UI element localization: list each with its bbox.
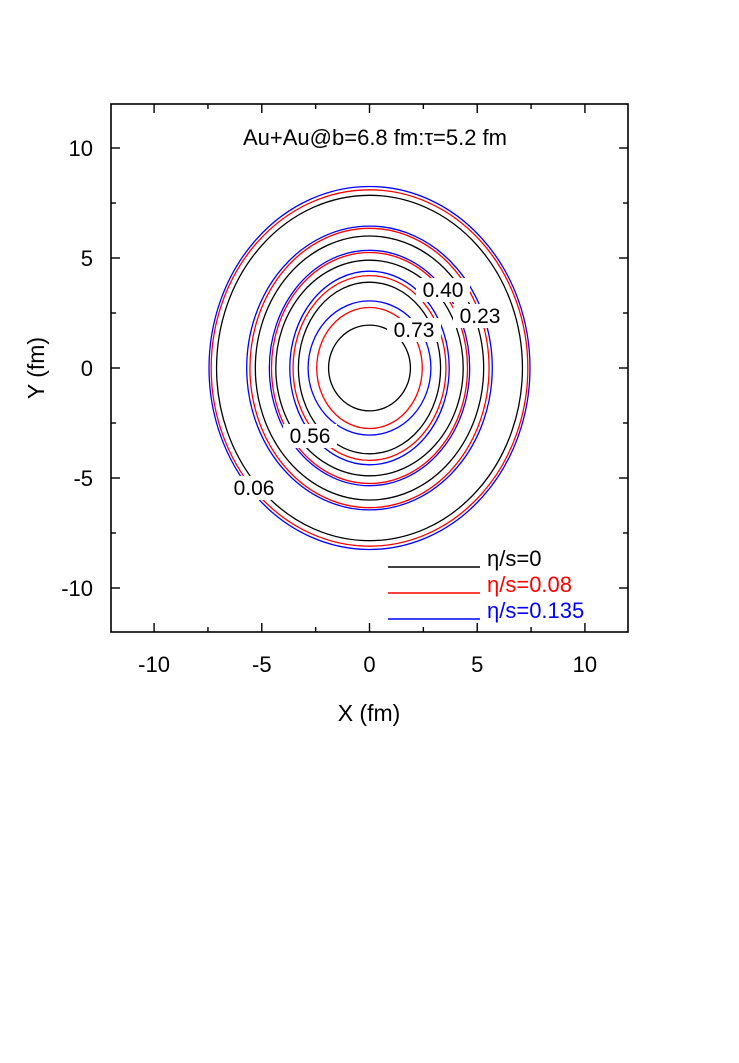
legend-label-2: η/s=0.135	[487, 598, 584, 623]
x-axis-label: X (fm)	[338, 700, 401, 726]
contour-series-1-level-0	[210, 189, 529, 547]
contour-label-0: 0.40	[423, 279, 464, 302]
legend-label-1: η/s=0.08	[487, 572, 572, 597]
contour-label-bg-3	[283, 424, 337, 448]
contour-series-2-level-4	[307, 300, 432, 436]
contour-series-1-level-1	[249, 227, 490, 509]
y-tick-label-2: 0	[81, 356, 93, 381]
contour-series-2-level-2	[268, 249, 471, 487]
chart-title: Au+Au@b=6.8 fm:τ=5.2 fm	[243, 125, 507, 150]
contour-series-1-level-4	[316, 306, 423, 430]
contour-label-bg-1	[453, 304, 507, 328]
x-tick-label-3: 5	[471, 652, 483, 677]
y-tick-label-4: 10	[69, 136, 93, 161]
contour-label-2: 0.73	[394, 319, 435, 342]
contour-series-0-level-1	[254, 235, 485, 501]
x-tick-label-2: 0	[363, 652, 375, 677]
x-tick-label-0: -10	[138, 652, 170, 677]
legend: η/s=0η/s=0.08η/s=0.135	[388, 546, 584, 623]
contour-series-1-level-3	[292, 274, 447, 462]
legend-label-0: η/s=0	[487, 546, 541, 571]
contour-series-2-level-3	[289, 270, 450, 466]
contour-label-bg-4	[227, 476, 281, 500]
contour-label-bg-0	[416, 278, 470, 302]
contour-series-0-level-0	[215, 194, 524, 542]
plot-frame	[110, 103, 629, 633]
x-tick-label-1: -5	[252, 652, 272, 677]
contour-series-0-level-2	[275, 259, 464, 477]
contour-series-2-level-1	[246, 225, 493, 511]
axis-ticks	[111, 104, 628, 632]
axis-tick-labels: -10 -5 0 5 10 -10 -5 0 5 10	[61, 136, 597, 677]
contour-labels-layer: 0.40 0.23 0.73 0.56 0.06	[227, 278, 507, 500]
contour-label-4: 0.06	[234, 477, 275, 500]
contour-label-1: 0.23	[460, 305, 501, 328]
contour-label-bg-2	[387, 318, 441, 342]
y-tick-label-3: 5	[81, 246, 93, 271]
contour-series-0-level-3	[297, 281, 442, 455]
contour-series-1-level-2	[270, 251, 469, 485]
contour-series-2-level-0	[208, 185, 531, 551]
contour-label-3: 0.56	[290, 425, 331, 448]
contour-series-0-level-4	[327, 324, 412, 412]
x-tick-label-4: 10	[573, 652, 597, 677]
y-tick-label-0: -10	[61, 576, 93, 601]
y-tick-label-1: -5	[73, 466, 93, 491]
contours-layer	[208, 185, 531, 551]
y-axis-label: Y (fm)	[23, 337, 49, 399]
